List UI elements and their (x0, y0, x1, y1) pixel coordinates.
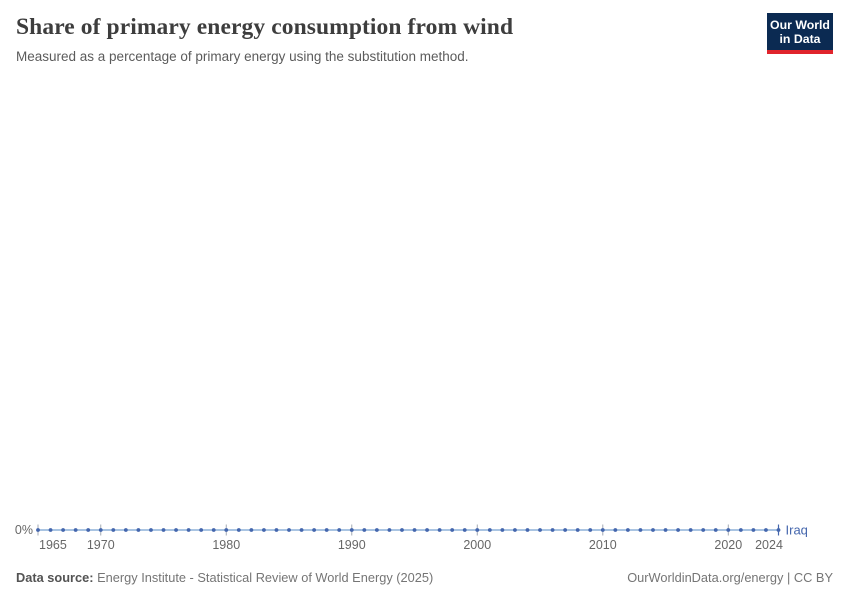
data-point[interactable] (362, 528, 367, 532)
data-point[interactable] (400, 528, 404, 532)
data-point[interactable] (312, 528, 317, 532)
data-point[interactable] (412, 528, 417, 532)
data-point[interactable] (751, 528, 756, 532)
data-point[interactable] (86, 528, 91, 532)
x-tick-label: 2024 (755, 538, 783, 552)
x-tick-label: 1980 (212, 538, 240, 552)
entity-label[interactable]: Iraq (786, 523, 808, 538)
data-point[interactable] (262, 528, 266, 532)
data-source-text: Energy Institute - Statistical Review of… (93, 570, 434, 585)
data-point[interactable] (462, 528, 467, 532)
data-point[interactable] (500, 528, 505, 532)
data-point[interactable] (136, 528, 141, 532)
data-point[interactable] (274, 528, 279, 532)
data-point[interactable] (349, 528, 354, 532)
data-point[interactable] (161, 528, 166, 532)
data-point[interactable] (575, 528, 580, 532)
chart-subtitle: Measured as a percentage of primary ener… (16, 49, 469, 64)
data-point[interactable] (625, 528, 630, 532)
data-point[interactable] (61, 528, 66, 532)
data-point[interactable] (588, 528, 593, 532)
data-point[interactable] (149, 528, 153, 532)
data-point[interactable] (513, 528, 517, 532)
data-source-label: Data source: (16, 570, 94, 585)
data-point[interactable] (475, 528, 480, 532)
data-point[interactable] (287, 528, 291, 532)
data-point[interactable] (613, 528, 618, 532)
data-point[interactable] (713, 528, 718, 532)
x-tick-label: 2000 (463, 538, 491, 552)
data-point[interactable] (211, 528, 216, 532)
data-point[interactable] (638, 528, 643, 532)
data-point[interactable] (538, 528, 542, 532)
data-point[interactable] (600, 528, 605, 532)
license-credit[interactable]: OurWorldinData.org/energy | CC BY (627, 570, 833, 585)
data-point[interactable] (174, 528, 178, 532)
data-point[interactable] (738, 528, 743, 532)
data-point[interactable] (663, 528, 668, 532)
data-point[interactable] (387, 528, 392, 532)
data-point[interactable] (224, 528, 229, 532)
data-point[interactable] (701, 528, 706, 532)
data-point[interactable] (651, 528, 655, 532)
data-point[interactable] (374, 528, 379, 532)
data-source-note: Data source: Energy Institute - Statisti… (16, 570, 433, 585)
data-point[interactable] (249, 528, 254, 532)
data-point[interactable] (36, 528, 40, 532)
chart-header: Share of primary energy consumption from… (16, 12, 754, 65)
data-point[interactable] (236, 528, 241, 532)
data-point[interactable] (550, 528, 555, 532)
data-point[interactable] (425, 528, 429, 532)
y-axis-label: 0% (15, 523, 33, 537)
owid-logo-line2: in Data (779, 32, 821, 46)
data-point[interactable] (676, 528, 680, 532)
data-point[interactable] (98, 528, 103, 532)
owid-logo-line1: Our World (770, 18, 830, 32)
x-tick-label: 2010 (589, 538, 617, 552)
data-point[interactable] (437, 528, 442, 532)
data-point[interactable] (123, 528, 128, 532)
data-point[interactable] (48, 528, 53, 532)
data-point[interactable] (726, 528, 731, 532)
data-point[interactable] (199, 528, 204, 532)
data-point[interactable] (324, 528, 329, 532)
chart-title: Share of primary energy consumption from… (16, 14, 514, 40)
data-point[interactable] (525, 528, 530, 532)
x-tick-label: 1965 (39, 538, 67, 552)
chart-footer: Data source: Energy Institute - Statisti… (16, 570, 833, 585)
data-point[interactable] (337, 528, 342, 532)
data-point[interactable] (450, 528, 455, 532)
data-point[interactable] (299, 528, 304, 532)
data-point[interactable] (111, 528, 116, 532)
x-tick-label: 1970 (87, 538, 115, 552)
data-point[interactable] (563, 528, 568, 532)
x-tick-label: 2020 (714, 538, 742, 552)
owid-logo[interactable]: Our World in Data (767, 13, 833, 54)
data-point[interactable] (73, 528, 78, 532)
data-point[interactable] (688, 528, 693, 532)
data-point[interactable] (764, 528, 768, 532)
data-point[interactable] (487, 528, 492, 532)
x-tick-label: 1990 (338, 538, 366, 552)
data-point[interactable] (186, 528, 191, 532)
